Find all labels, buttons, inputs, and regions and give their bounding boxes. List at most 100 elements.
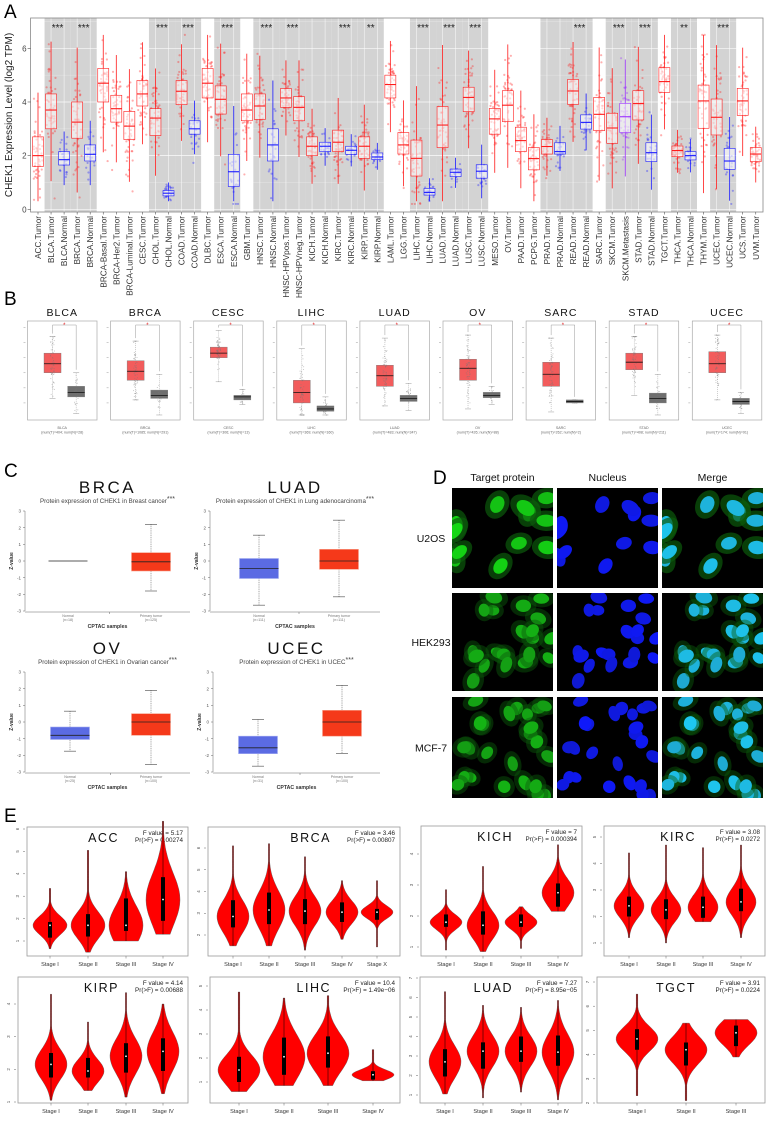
data-point <box>385 364 387 366</box>
x-axis-label: CPTAC samples <box>277 785 317 791</box>
data-point <box>383 380 385 382</box>
data-point <box>223 51 226 54</box>
data-point <box>463 124 466 127</box>
data-point <box>633 46 636 49</box>
data-point <box>718 354 720 356</box>
plot-frame <box>608 320 680 421</box>
data-point <box>324 399 326 401</box>
plot-frame <box>525 320 596 421</box>
data-point <box>509 82 512 85</box>
data-point <box>301 373 303 375</box>
data-point <box>701 53 704 57</box>
stage-label: Stage IV <box>152 1109 174 1115</box>
data-point <box>719 76 723 79</box>
data-point <box>118 80 122 83</box>
data-point <box>557 153 560 157</box>
data-point <box>98 107 102 110</box>
footer-counts: (num(T)=306; num(N)=13) <box>207 431 249 435</box>
data-point <box>134 355 136 357</box>
data-point <box>489 85 492 88</box>
data-point <box>533 173 536 176</box>
data-point <box>383 397 385 399</box>
data-point <box>50 372 52 374</box>
panel-label-b: B <box>4 289 17 310</box>
data-point <box>47 70 50 73</box>
data-point <box>601 149 604 153</box>
data-point <box>240 395 242 397</box>
stage-label: Stage IV <box>152 962 174 968</box>
data-point <box>301 129 305 132</box>
data-point <box>89 131 92 134</box>
stage-label: Stage II <box>78 962 98 968</box>
median-dot <box>125 924 127 927</box>
data-point <box>471 111 474 114</box>
data-point <box>567 64 570 67</box>
data-point <box>467 78 470 81</box>
data-point <box>242 129 245 132</box>
box <box>175 80 188 105</box>
data-point <box>524 121 527 125</box>
box <box>519 1036 523 1062</box>
data-point <box>536 124 539 127</box>
data-point <box>299 409 301 411</box>
box <box>567 79 579 105</box>
data-point <box>469 349 471 351</box>
data-point <box>634 380 636 382</box>
data-point <box>50 336 52 338</box>
data-point <box>505 134 509 137</box>
box-lusc-normal <box>475 144 488 199</box>
data-point <box>218 345 220 347</box>
median-dot <box>87 1070 89 1072</box>
box <box>71 101 83 139</box>
data-point <box>701 33 704 37</box>
data-point <box>354 143 357 146</box>
data-point <box>220 82 223 85</box>
data-point <box>405 125 409 128</box>
data-point <box>384 401 386 403</box>
data-point <box>312 132 315 135</box>
data-point <box>163 187 167 190</box>
data-point <box>757 142 760 145</box>
data-point <box>133 390 135 392</box>
data-point <box>303 379 305 381</box>
data-point <box>327 153 331 156</box>
row-label: HEK293 <box>411 637 450 649</box>
data-point <box>297 130 300 133</box>
data-point <box>549 158 553 161</box>
data-point <box>140 114 143 117</box>
data-point <box>464 72 467 75</box>
stage-label: Stage X <box>367 962 387 968</box>
data-point <box>53 197 56 200</box>
data-point <box>523 123 527 127</box>
x-tick-label: UCEC.Normal <box>726 216 735 268</box>
data-point <box>646 137 649 140</box>
data-point <box>700 161 704 164</box>
data-point <box>610 152 613 155</box>
data-point <box>641 76 644 80</box>
data-point <box>383 355 385 357</box>
data-point <box>134 362 136 364</box>
significance-label: *** <box>78 23 90 34</box>
data-point <box>50 368 52 370</box>
data-point <box>718 341 720 343</box>
data-point <box>699 62 702 65</box>
data-point <box>532 181 536 184</box>
data-point <box>323 132 326 135</box>
box <box>658 67 671 93</box>
data-point <box>338 158 342 161</box>
data-point <box>728 136 731 139</box>
data-point <box>241 401 243 403</box>
data-point <box>384 383 386 385</box>
data-point <box>222 74 225 77</box>
data-point <box>428 196 431 199</box>
subplot-title: UCEC <box>710 307 744 319</box>
data-point <box>234 133 237 136</box>
stage-label: Stage II <box>473 1109 493 1115</box>
data-point <box>550 382 552 384</box>
data-point <box>385 373 387 375</box>
data-point <box>76 82 80 85</box>
data-point <box>393 105 396 109</box>
data-point <box>293 122 296 125</box>
data-point <box>157 153 160 157</box>
